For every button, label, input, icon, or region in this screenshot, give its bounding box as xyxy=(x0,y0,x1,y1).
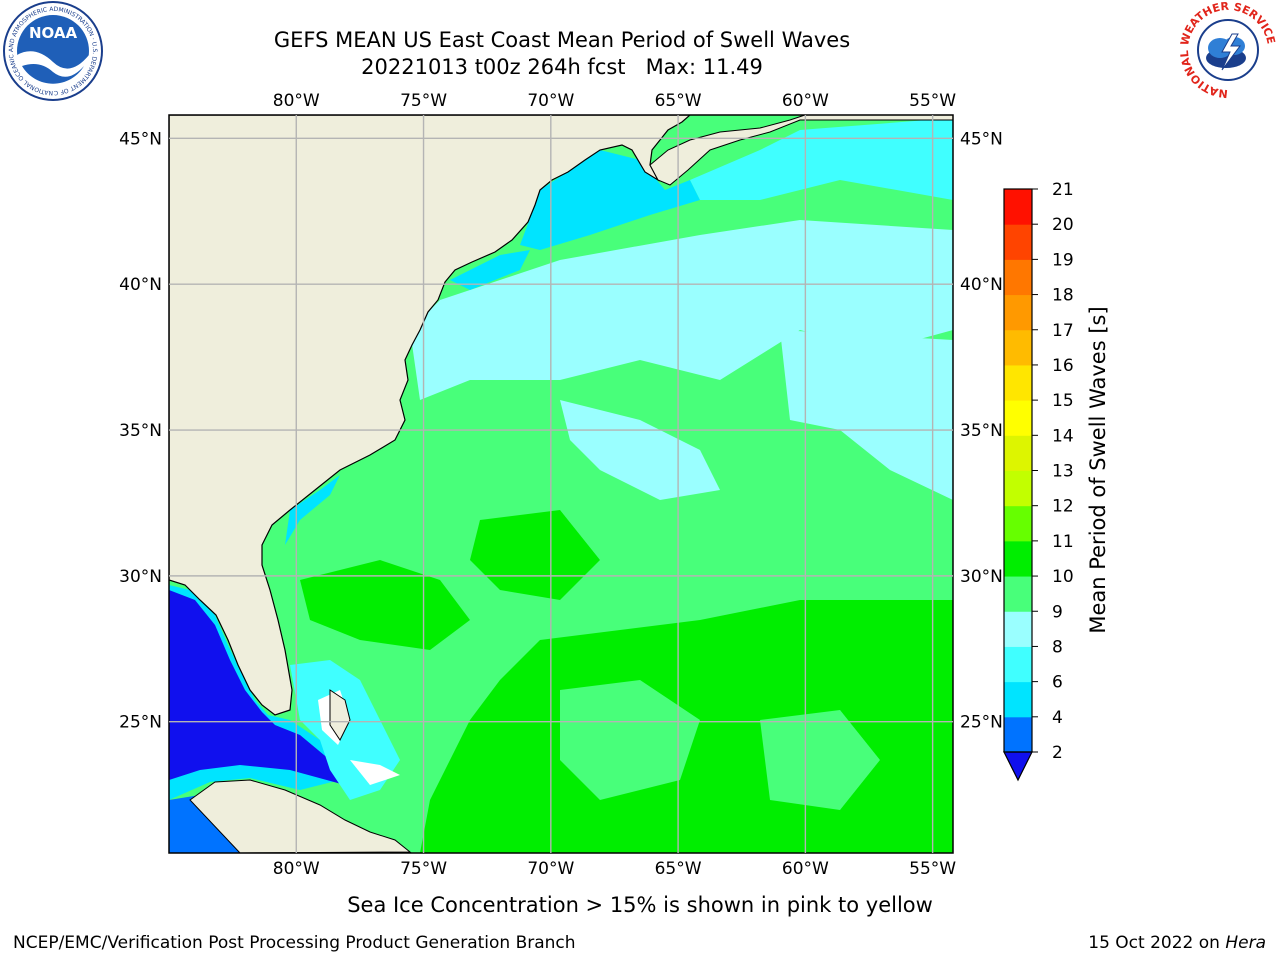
noaa-logo: NATIONAL OCEANIC AND ATMOSPHERIC ADMINIS… xyxy=(0,0,103,101)
field-patch xyxy=(350,760,400,785)
lon-tick-label-top: 65°W xyxy=(655,91,702,111)
colorbar-tick-label: 2 xyxy=(1052,743,1063,763)
lat-tick-label-left: 40°N xyxy=(119,275,162,295)
colorbar-segment xyxy=(1004,576,1032,612)
date-stamp: 15 Oct 2022 on Hera xyxy=(1088,933,1266,953)
map-ticks: 80°W 80°W 75°W 75°W 70°W 70°W 65°W 65°W 60°W 60°W… xyxy=(119,91,1003,879)
nova-scotia xyxy=(649,115,953,186)
lon-tick-label-top: 75°W xyxy=(400,91,447,111)
lat-tick-label-left: 25°N xyxy=(119,713,162,733)
credit-text: NCEP/EMC/Verification Post Processing Pr… xyxy=(13,933,576,953)
colorbar-segment xyxy=(1004,329,1032,366)
field-patch xyxy=(520,150,700,250)
colorbar-segment xyxy=(1004,646,1032,683)
lat-tick-label-left: 30°N xyxy=(119,567,162,587)
graticule xyxy=(169,115,953,853)
lon-tick-label-bottom: 60°W xyxy=(782,859,829,879)
colorbar-tick-label: 10 xyxy=(1052,567,1074,587)
colorbar-tick-label: 11 xyxy=(1052,532,1074,552)
noaa-logo-text: NOAA xyxy=(29,24,78,42)
colorbar-tick-label: 21 xyxy=(1052,180,1074,200)
lon-tick-label-top: 60°W xyxy=(782,91,829,111)
colorbar-segment xyxy=(1004,259,1032,296)
lat-tick-label-right: 35°N xyxy=(960,421,1003,441)
lon-tick-label-top: 70°W xyxy=(527,91,574,111)
colorbar-tick-label: 20 xyxy=(1052,215,1074,235)
colorbar-tick-label: 18 xyxy=(1052,286,1074,306)
andros-island xyxy=(329,689,351,741)
colorbar-label: Mean Period of Swell Waves [s] xyxy=(1086,306,1110,634)
map-subtitle: 20221013 t00z 264h fcst Max: 11.49 xyxy=(361,55,763,79)
colorbar-segment xyxy=(1004,400,1032,436)
colorbar-segment xyxy=(1004,611,1032,647)
field-patch xyxy=(470,510,600,600)
field-patch xyxy=(450,250,530,290)
colorbar-tick-label: 15 xyxy=(1052,391,1074,411)
colorbar-segment xyxy=(1004,294,1032,331)
lon-tick-label-top: 55°W xyxy=(909,91,956,111)
lat-tick-label-right: 30°N xyxy=(960,567,1003,587)
sea-ice-note-text: Sea Ice Concentration > 15% is shown in … xyxy=(347,893,933,917)
map-title: GEFS MEAN US East Coast Mean Period of S… xyxy=(273,28,851,52)
colorbar-tick-label: 6 xyxy=(1052,673,1063,693)
land-area xyxy=(169,115,691,716)
colorbar-segment xyxy=(1004,435,1032,471)
colorbar-segment xyxy=(1004,364,1032,401)
sea-ice-note: Sea Ice Concentration > 15% is shown in … xyxy=(0,892,1280,918)
lat-tick-label-right: 25°N xyxy=(960,713,1003,733)
host-name: Hera xyxy=(1225,933,1266,953)
colorbar-segment xyxy=(1004,224,1032,260)
nws-logo: NATIONAL WEATHER SERVICE xyxy=(1178,0,1278,100)
lat-tick-label-left: 35°N xyxy=(119,421,162,441)
colorbar-tick-label: 9 xyxy=(1052,602,1063,622)
field-patch xyxy=(300,560,470,650)
lon-tick-label-bottom: 55°W xyxy=(909,859,956,879)
date-text: 15 Oct 2022 on xyxy=(1088,933,1226,953)
field-patch xyxy=(169,590,345,785)
colorbar-tick-label: 4 xyxy=(1052,708,1063,728)
lon-tick-label-bottom: 70°W xyxy=(527,859,574,879)
colorbar-segment xyxy=(1004,505,1032,542)
field-patch xyxy=(760,710,880,810)
colorbar-tick-label: 8 xyxy=(1052,637,1063,657)
lat-tick-label-right: 45°N xyxy=(960,129,1003,149)
colorbar-segment xyxy=(1004,716,1032,753)
colorbar-segment xyxy=(1004,189,1032,225)
colorbar-segment xyxy=(1004,540,1032,577)
colorbar-tick-label: 16 xyxy=(1052,356,1074,376)
lon-tick-label-top: 80°W xyxy=(273,91,320,111)
colorbar-segment xyxy=(1004,470,1032,507)
colorbar-tick-label: 13 xyxy=(1052,462,1074,482)
field-patch xyxy=(560,680,700,800)
colorbar-tick-label: 17 xyxy=(1052,321,1074,341)
field-patch xyxy=(410,220,953,400)
lon-tick-label-bottom: 80°W xyxy=(273,859,320,879)
field-patch xyxy=(285,475,340,545)
colorbar-segments: 2 4 6 8 9 10 11 12 13 14 15 16 17 18 19 20 21 xyxy=(1003,180,1074,782)
colorbar-tick-label: 19 xyxy=(1052,250,1074,270)
lon-tick-label-bottom: 75°W xyxy=(400,859,447,879)
field-patch xyxy=(560,400,720,500)
colorbar-under-arrow xyxy=(1003,751,1033,782)
lon-tick-label-bottom: 65°W xyxy=(655,859,702,879)
colorbar-tick-label: 12 xyxy=(1052,497,1074,517)
map-frame xyxy=(168,114,954,854)
lat-tick-label-left: 45°N xyxy=(119,129,162,149)
lat-tick-label-right: 40°N xyxy=(960,275,1003,295)
field-patch xyxy=(780,330,953,500)
colorbar-segment xyxy=(1004,681,1032,718)
colorbar-tick-label: 14 xyxy=(1052,426,1074,446)
